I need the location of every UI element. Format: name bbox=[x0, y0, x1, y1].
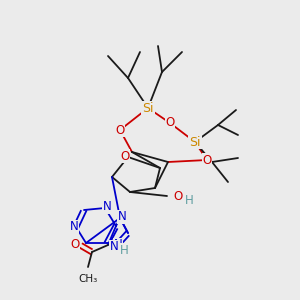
Text: O: O bbox=[120, 149, 130, 163]
Text: Si: Si bbox=[189, 136, 201, 148]
Text: N: N bbox=[103, 200, 111, 214]
Text: H: H bbox=[120, 244, 128, 256]
Text: Si: Si bbox=[142, 101, 154, 115]
Text: N: N bbox=[110, 241, 118, 254]
Text: O: O bbox=[70, 238, 80, 251]
Text: H: H bbox=[184, 194, 194, 206]
Text: O: O bbox=[202, 154, 211, 166]
Text: O: O bbox=[116, 124, 124, 136]
Text: O: O bbox=[165, 116, 175, 130]
Text: N: N bbox=[70, 220, 78, 233]
Text: N: N bbox=[114, 238, 122, 251]
Text: N: N bbox=[118, 211, 126, 224]
Text: CH₃: CH₃ bbox=[78, 274, 98, 284]
Text: O: O bbox=[173, 190, 183, 202]
